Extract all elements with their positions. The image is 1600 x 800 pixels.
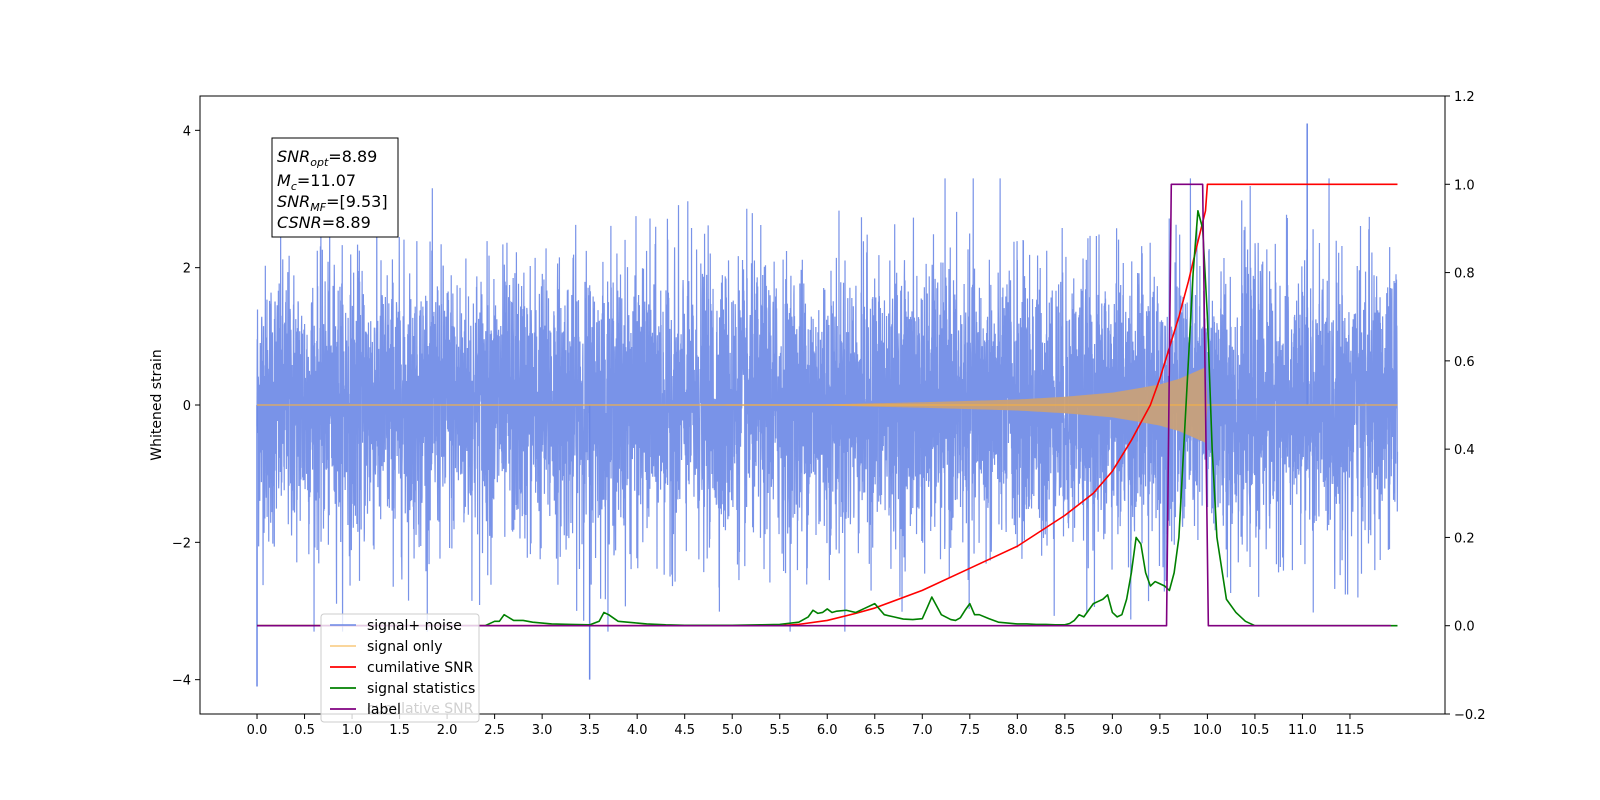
series-signal-noise-line — [256, 178, 1399, 632]
x-tick-label: 6.0 — [817, 723, 838, 738]
legend-ghost-text: cumilative SNR — [367, 701, 474, 717]
x-tick-label: 0.5 — [294, 723, 315, 738]
legend-label: signal only — [367, 639, 442, 655]
x-tick-label: 4.5 — [674, 723, 695, 738]
x-tick-label: 1.5 — [389, 723, 410, 738]
x-tick-label: 5.5 — [769, 723, 790, 738]
legend-label: signal+ noise — [367, 618, 462, 634]
series-label-line — [257, 183, 1391, 627]
y-left-tick-label: 2 — [183, 262, 191, 277]
y-right-tick-label: 0.2 — [1454, 531, 1475, 546]
y-right-tick-label: 1.0 — [1454, 178, 1475, 193]
y-left-tick-label: 0 — [183, 399, 191, 414]
x-tick-label: 7.5 — [959, 723, 980, 738]
y-right-tick-label: 0.4 — [1454, 443, 1475, 458]
info-chirp-mass: Mc=11.07 — [277, 171, 356, 193]
info-box-frame — [271, 137, 399, 238]
x-tick-label: 11.0 — [1288, 723, 1317, 738]
y-left-tick-label: −2 — [172, 536, 191, 551]
y-left-tick-label: −4 — [172, 674, 191, 689]
legend-label: signal statistics — [367, 681, 475, 697]
legend: cumilative SNR signal+ noise signal only c… — [320, 613, 480, 723]
x-tick-label: 3.0 — [532, 723, 553, 738]
x-tick-label: 0.0 — [247, 723, 268, 738]
y-axis-label: Whitened strain — [149, 349, 165, 460]
info-snr-opt: SNRopt=8.89 — [277, 147, 377, 169]
x-tick-label: 7.0 — [912, 723, 933, 738]
x-tick-label: 9.0 — [1102, 723, 1123, 738]
series-signal-statistics-line — [257, 209, 1398, 627]
series-layer — [256, 123, 1399, 687]
x-tick-label: 6.5 — [864, 723, 885, 738]
x-tick-label: 11.5 — [1335, 723, 1364, 738]
y-right-tick-label: 0.8 — [1454, 267, 1475, 282]
legend-label: label — [367, 702, 401, 718]
x-tick-label: 4.0 — [627, 723, 648, 738]
x-tick-label: 9.5 — [1150, 723, 1171, 738]
x-tick-label: 3.5 — [579, 723, 600, 738]
y-right-tick-label: −0.2 — [1454, 708, 1486, 723]
legend-label: cumilative SNR — [367, 660, 474, 676]
x-tick-label: 8.5 — [1055, 723, 1076, 738]
y-right-tick-label: 0.0 — [1454, 620, 1475, 635]
y-right-tick-label: 1.2 — [1454, 90, 1475, 105]
info-csnr: CSNR=8.89 — [277, 213, 371, 232]
legend-frame — [320, 613, 480, 723]
y-axis-left: 4 2 0 −2 −4 — [172, 124, 200, 689]
series-cumilative-snr-line — [257, 183, 1398, 627]
info-box: SNRopt=8.89 Mc=11.07 SNRMF=[9.53] CSNR=8… — [271, 137, 399, 238]
x-tick-label: 1.0 — [342, 723, 363, 738]
x-axis: 0.0 0.5 1.0 1.5 2.0 2.5 3.0 3.5 4.0 4.5 5.0 5.5 6.0 6… — [247, 714, 1364, 738]
x-tick-label: 2.0 — [437, 723, 458, 738]
info-snr-mf: SNRMF=[9.53] — [277, 192, 388, 214]
y-axis-right: 1.2 1.0 0.8 0.6 0.4 0.2 0.0 −0.2 — [1445, 90, 1486, 723]
x-tick-label: 10.0 — [1193, 723, 1222, 738]
x-tick-label: 2.5 — [484, 723, 505, 738]
x-tick-label: 8.0 — [1007, 723, 1028, 738]
x-tick-label: 10.5 — [1240, 723, 1269, 738]
y-right-tick-label: 0.6 — [1454, 355, 1475, 370]
y-left-tick-label: 4 — [183, 124, 191, 139]
x-tick-label: 5.0 — [722, 723, 743, 738]
